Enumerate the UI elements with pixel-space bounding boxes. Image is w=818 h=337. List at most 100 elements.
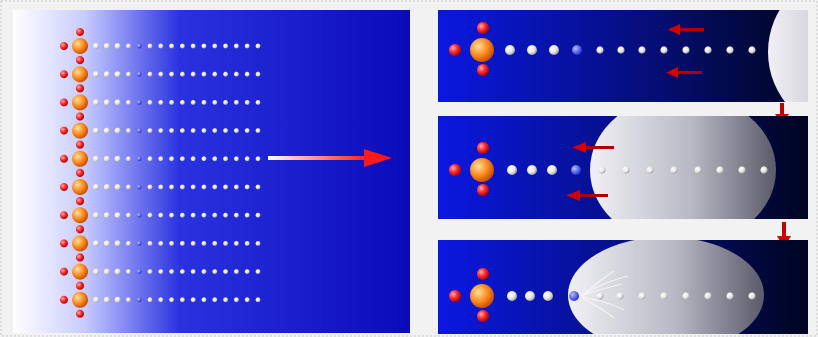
- head-group: [470, 284, 494, 308]
- droplet: [568, 240, 764, 334]
- stage-panel-1-background: [438, 10, 808, 102]
- tail-bead: [255, 128, 261, 134]
- counterion: [60, 295, 68, 304]
- tail-bead: [223, 297, 229, 303]
- tail-bead: [147, 156, 153, 162]
- tail-bead: [670, 166, 678, 174]
- tail-bead: [234, 100, 239, 105]
- tail-bead: [147, 184, 153, 190]
- tail-bead: [704, 46, 712, 54]
- tail-bead: [201, 184, 207, 190]
- tail-bead: [114, 268, 121, 275]
- left-arrow-icon: [572, 142, 614, 153]
- tail-bead: [244, 100, 250, 105]
- tail-bead: [617, 46, 625, 54]
- counterion: [76, 281, 84, 290]
- tail-bead: [169, 156, 175, 162]
- head-group: [72, 38, 88, 54]
- tail-bead: [525, 291, 535, 301]
- tail-bead: [596, 46, 604, 54]
- tail-bead: [234, 297, 239, 303]
- tail-bead: [234, 212, 239, 218]
- molecule-chain: [60, 169, 261, 205]
- tail-bead: [158, 212, 164, 218]
- tail-bead: [93, 43, 99, 49]
- tail-bead: [646, 166, 654, 174]
- counterion: [76, 309, 84, 318]
- tail-bead: [507, 291, 517, 301]
- tail-bead: [223, 71, 229, 77]
- tail-bead: [180, 297, 185, 303]
- pressure-arrows: [566, 142, 614, 201]
- tail-bead: [180, 71, 185, 77]
- right-arrow-icon: [364, 149, 392, 167]
- counterion: [449, 290, 461, 302]
- counterion: [449, 164, 461, 176]
- tail-bead: [255, 71, 261, 77]
- tail-bead: [244, 71, 250, 77]
- tail-bead: [190, 297, 196, 303]
- tail-bead: [158, 100, 164, 105]
- tail-bead: [255, 269, 261, 274]
- tail-bead: [244, 297, 250, 303]
- tail-bead: [136, 212, 142, 218]
- counterion: [76, 140, 84, 149]
- head-group: [72, 207, 88, 224]
- tail-bead: [507, 165, 517, 175]
- tail-bead: [136, 71, 142, 77]
- tail-bead: [125, 100, 131, 105]
- tail-bead: [549, 45, 559, 55]
- tail-bead: [569, 291, 579, 301]
- tail-bead: [103, 212, 110, 219]
- tail-bead: [201, 100, 207, 105]
- tail-bead: [660, 46, 668, 54]
- tail-bead: [114, 71, 121, 78]
- counterion: [60, 98, 68, 107]
- tail-bead: [212, 156, 218, 162]
- tail-bead: [180, 184, 185, 190]
- tail-bead: [223, 128, 229, 134]
- tail-bead: [201, 71, 207, 77]
- head-group: [72, 150, 88, 167]
- tail-bead: [93, 268, 99, 275]
- single-molecule: [449, 268, 756, 322]
- tail-bead: [147, 212, 153, 218]
- tail-bead: [158, 241, 164, 246]
- counterion: [76, 225, 84, 234]
- droplet: [768, 10, 808, 102]
- single-molecule: [449, 22, 756, 76]
- tail-bead: [125, 71, 131, 77]
- droplet: [590, 116, 776, 219]
- tail-bead: [223, 184, 229, 190]
- tail-bead: [93, 99, 99, 106]
- left-arrow-icon: [668, 24, 704, 35]
- left-arrow-icon: [566, 190, 608, 201]
- head-group: [72, 235, 88, 252]
- tail-bead: [201, 128, 207, 134]
- tail-bead: [543, 291, 553, 301]
- tail-bead: [114, 99, 121, 106]
- head-group: [72, 179, 88, 195]
- tail-bead: [547, 165, 557, 175]
- tail-bead: [212, 100, 218, 105]
- counterion: [60, 154, 68, 163]
- tail-bead: [169, 128, 175, 134]
- counterion: [60, 183, 68, 191]
- tail-bead: [190, 156, 196, 162]
- tail-bead: [147, 128, 153, 134]
- counterion: [477, 268, 489, 280]
- tail-bead: [147, 100, 153, 105]
- tail-bead: [180, 100, 185, 105]
- stage-panel-3: [438, 240, 808, 334]
- tail-bead: [234, 128, 239, 134]
- tail-bead: [158, 128, 164, 134]
- pressure-arrows: [666, 24, 704, 78]
- tail-bead: [660, 292, 668, 300]
- tail-bead: [244, 184, 250, 190]
- counterion: [76, 197, 84, 206]
- tail-bead: [180, 156, 185, 162]
- tail-bead: [125, 241, 131, 246]
- tail-bead: [125, 184, 131, 190]
- tail-bead: [169, 269, 175, 274]
- single-molecule: [449, 142, 768, 196]
